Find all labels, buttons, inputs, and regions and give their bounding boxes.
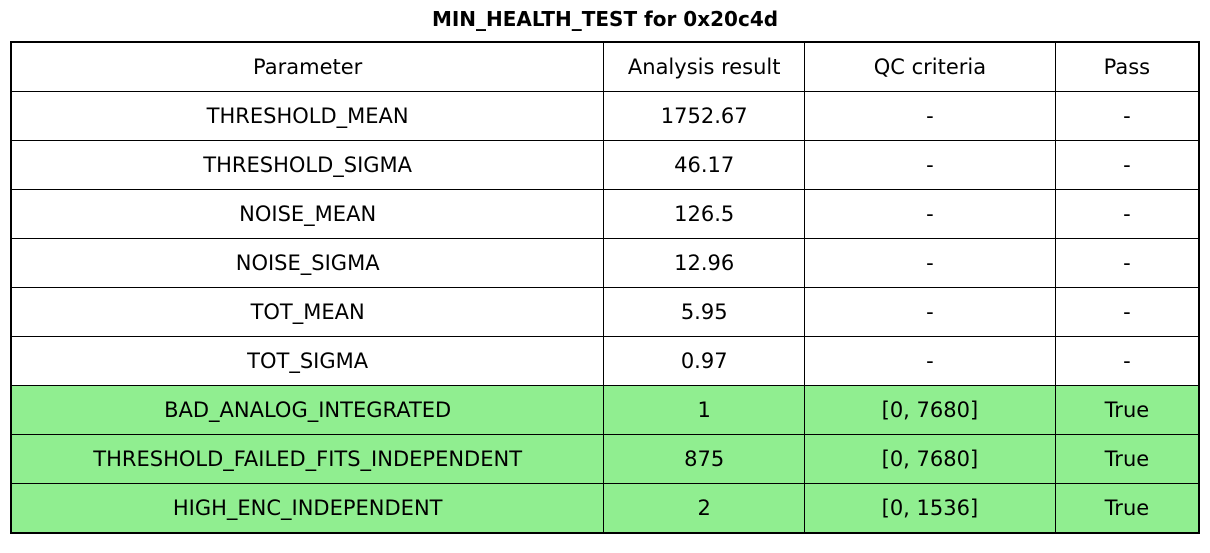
cell-analysis-result: 2 [603, 483, 806, 534]
table-row: NOISE_MEAN 126.5 - - [10, 189, 1200, 239]
cell-parameter: THRESHOLD_MEAN [10, 91, 605, 141]
table-row-passed: HIGH_ENC_INDEPENDENT 2 [0, 1536] True [10, 483, 1200, 534]
table-row-passed: THRESHOLD_FAILED_FITS_INDEPENDENT 875 [0… [10, 434, 1200, 484]
cell-qc-criteria: [0, 1536] [804, 483, 1056, 534]
cell-parameter: THRESHOLD_FAILED_FITS_INDEPENDENT [10, 434, 605, 484]
header-row: Parameter Analysis result QC criteria Pa… [10, 41, 1200, 92]
table-row: TOT_MEAN 5.95 - - [10, 287, 1200, 337]
cell-parameter: BAD_ANALOG_INTEGRATED [10, 385, 605, 435]
cell-pass: - [1054, 336, 1200, 386]
cell-analysis-result: 1 [603, 385, 806, 435]
cell-qc-criteria: - [804, 140, 1056, 190]
cell-analysis-result: 46.17 [603, 140, 806, 190]
cell-qc-criteria: - [804, 238, 1056, 288]
cell-parameter: TOT_MEAN [10, 287, 605, 337]
cell-parameter: HIGH_ENC_INDEPENDENT [10, 483, 605, 534]
table-row: THRESHOLD_MEAN 1752.67 - - [10, 91, 1200, 141]
table-row: TOT_SIGMA 0.97 - - [10, 336, 1200, 386]
cell-qc-criteria: - [804, 287, 1056, 337]
cell-qc-criteria: [0, 7680] [804, 434, 1056, 484]
table-row: NOISE_SIGMA 12.96 - - [10, 238, 1200, 288]
page-title: MIN_HEALTH_TEST for 0x20c4d [431, 7, 779, 31]
cell-qc-criteria: - [804, 91, 1056, 141]
cell-parameter: THRESHOLD_SIGMA [10, 140, 605, 190]
cell-analysis-result: 0.97 [603, 336, 806, 386]
table-row-passed: BAD_ANALOG_INTEGRATED 1 [0, 7680] True [10, 385, 1200, 435]
cell-pass: - [1054, 238, 1200, 288]
cell-analysis-result: 1752.67 [603, 91, 806, 141]
cell-pass: - [1054, 140, 1200, 190]
cell-analysis-result: 875 [603, 434, 806, 484]
cell-pass: - [1054, 287, 1200, 337]
cell-analysis-result: 12.96 [603, 238, 806, 288]
table-row: THRESHOLD_SIGMA 46.17 - - [10, 140, 1200, 190]
cell-pass: True [1054, 483, 1200, 534]
cell-pass: - [1054, 91, 1200, 141]
cell-pass: True [1054, 385, 1200, 435]
cell-parameter: NOISE_MEAN [10, 189, 605, 239]
cell-parameter: TOT_SIGMA [10, 336, 605, 386]
cell-pass: True [1054, 434, 1200, 484]
qc-results-table: Parameter Analysis result QC criteria Pa… [10, 41, 1200, 534]
header-analysis-result: Analysis result [603, 41, 806, 92]
cell-qc-criteria: [0, 7680] [804, 385, 1056, 435]
cell-qc-criteria: - [804, 336, 1056, 386]
cell-pass: - [1054, 189, 1200, 239]
header-qc-criteria: QC criteria [804, 41, 1056, 92]
cell-analysis-result: 5.95 [603, 287, 806, 337]
header-parameter: Parameter [10, 41, 605, 92]
cell-analysis-result: 126.5 [603, 189, 806, 239]
header-pass: Pass [1054, 41, 1200, 92]
cell-qc-criteria: - [804, 189, 1056, 239]
cell-parameter: NOISE_SIGMA [10, 238, 605, 288]
